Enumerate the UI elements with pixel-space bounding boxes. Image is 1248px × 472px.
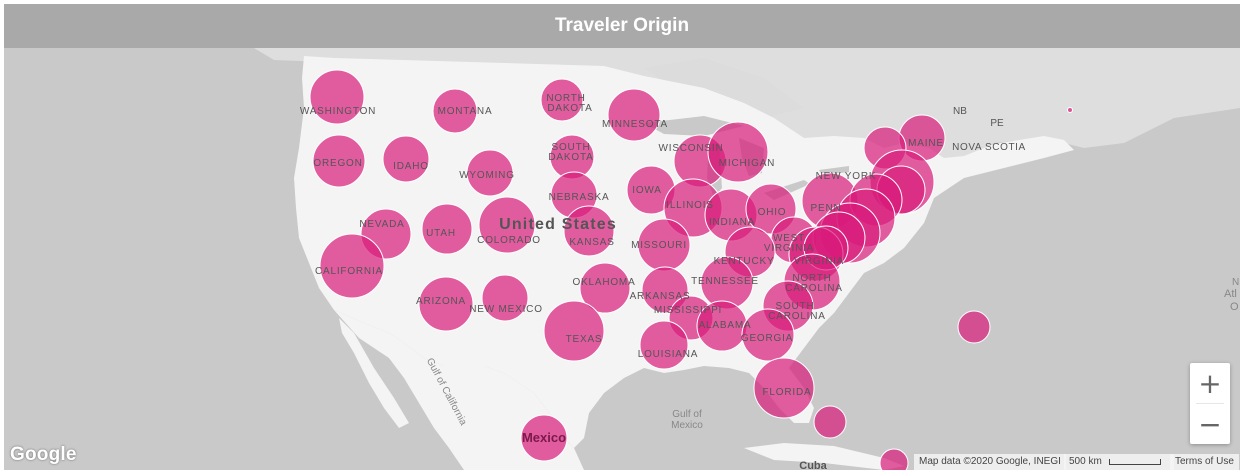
label-west: WEST — [773, 233, 805, 244]
label-michigan: MICHIGAN — [719, 158, 775, 169]
bubble-idaho[interactable] — [382, 135, 430, 183]
label-wisconsin: WISCONSIN — [659, 143, 724, 154]
map-svg: WASHINGTON MONTANA NORTH DAKOTA MINNESOT… — [4, 48, 1240, 470]
bubble-north-dakota[interactable] — [540, 78, 584, 122]
bubble-louisiana[interactable] — [639, 320, 689, 370]
label-florida: FLORIDA — [763, 387, 812, 398]
label-indiana: INDIANA — [709, 217, 755, 228]
traveler-bubbles — [309, 69, 1073, 470]
label-nb: NB — [953, 106, 967, 117]
scale-bar-line — [1109, 459, 1161, 465]
baja-land — [339, 318, 409, 428]
label-arizona: ARIZONA — [416, 296, 466, 307]
label-minnesota: MINNESOTA — [602, 119, 668, 130]
bubble-arizona[interactable] — [418, 276, 474, 332]
bubble-newfoundland[interactable] — [1067, 107, 1073, 113]
bubble-new-mexico[interactable] — [481, 274, 529, 322]
bubble-michigan[interactable] — [707, 121, 769, 183]
label-atlantic-1: N — [1232, 277, 1239, 288]
bubble-colorado[interactable] — [478, 196, 536, 254]
label-missouri: MISSOURI — [631, 240, 687, 251]
label-virginia: VIRGINIA — [794, 256, 844, 267]
label-wyoming: WYOMING — [459, 170, 515, 181]
label-carolina2: CAROLINA — [768, 311, 826, 322]
label-illinois: ILLINOIS — [666, 200, 714, 211]
label-arkansas: ARKANSAS — [630, 291, 691, 302]
label-gulf-mexico-1: Gulf of — [672, 409, 702, 420]
label-maine: MAINE — [908, 138, 944, 149]
label-new-mexico: NEW MEXICO — [469, 304, 543, 315]
label-dakota2: DAKOTA — [548, 152, 593, 163]
scale-label: 500 km — [1069, 456, 1102, 467]
label-dakota: DAKOTA — [547, 103, 592, 114]
label-country: United States — [499, 216, 617, 233]
label-louisiana: LOUISIANA — [638, 349, 699, 360]
bubble-mexico[interactable] — [520, 414, 568, 462]
label-nova-scotia: NOVA SCOTIA — [952, 142, 1026, 153]
zoom-divider — [1196, 403, 1224, 404]
map-panel: Traveler Origin — [4, 4, 1240, 470]
bubble-texas[interactable] — [543, 300, 605, 362]
scale-bar[interactable]: 500 km — [1064, 454, 1174, 470]
label-tennessee: TENNESSEE — [691, 276, 759, 287]
label-kentucky: KENTUCKY — [714, 256, 775, 267]
label-oklahoma: OKLAHOMA — [572, 277, 635, 288]
label-oregon: OREGON — [313, 158, 362, 169]
label-iowa: IOWA — [632, 185, 662, 196]
label-colorado: COLORADO — [477, 235, 541, 246]
map-canvas[interactable]: WASHINGTON MONTANA NORTH DAKOTA MINNESOT… — [4, 48, 1240, 470]
bubble-washington[interactable] — [309, 69, 365, 125]
bubble-bermuda[interactable] — [957, 310, 991, 344]
label-cuba: Cuba — [799, 460, 827, 470]
label-alabama: ALABAMA — [699, 320, 752, 331]
bubble-wyoming[interactable] — [466, 149, 514, 197]
bubble-caribbean[interactable] — [879, 448, 909, 470]
label-mississippi: MISSISSIPPI — [654, 305, 722, 316]
bubble-florida[interactable] — [753, 357, 815, 419]
zoom-out-button[interactable]: − — [1198, 407, 1222, 441]
bubble-bahamas[interactable] — [813, 405, 847, 439]
zoom-in-button[interactable]: + — [1198, 366, 1222, 400]
label-idaho: IDAHO — [393, 161, 429, 172]
label-california: CALIFORNIA — [315, 266, 383, 277]
google-logo[interactable]: Google — [10, 444, 77, 465]
bubble-minnesota[interactable] — [607, 88, 661, 142]
label-north: NORTH — [546, 93, 585, 104]
label-pe: PE — [990, 118, 1004, 129]
label-utah: UTAH — [426, 228, 456, 239]
bubble-california[interactable] — [319, 233, 385, 299]
bubble-montana[interactable] — [432, 88, 478, 134]
bubble-kansas[interactable] — [563, 205, 615, 257]
label-north2: NORTH — [792, 273, 831, 284]
label-carolina: CAROLINA — [785, 283, 843, 294]
label-nevada: NEVADA — [359, 219, 404, 230]
label-gulf-mexico-2: Mexico — [671, 420, 703, 431]
bubble-georgia[interactable] — [741, 308, 795, 362]
label-penn: PENN — [811, 203, 842, 214]
label-washington: WASHINGTON — [300, 106, 376, 117]
label-atlantic-3: O — [1230, 301, 1239, 313]
chart-title: Traveler Origin — [4, 4, 1240, 48]
label-ohio: OHIO — [758, 207, 787, 218]
bubble-oregon[interactable] — [312, 134, 366, 188]
label-new-york: NEW YORK — [816, 171, 877, 182]
label-texas: TEXAS — [566, 334, 603, 345]
bubble-utah[interactable] — [421, 203, 473, 255]
label-nebraska: NEBRASKA — [549, 192, 610, 203]
label-south: SOUTH — [552, 142, 591, 153]
label-montana: MONTANA — [438, 106, 493, 117]
cuba-land — [744, 443, 904, 470]
map-data-attribution[interactable]: Map data ©2020 Google, INEGI — [914, 454, 1066, 470]
label-kansas: KANSAS — [569, 237, 614, 248]
label-atlantic-2: Atl — [1224, 288, 1237, 300]
label-mexico: Mexico — [522, 430, 566, 445]
label-south2: SOUTH — [776, 301, 815, 312]
label-virginia-w: VIRGINIA — [764, 243, 814, 254]
mexico-land — [334, 310, 584, 470]
canada-detail — [644, 58, 804, 118]
terms-of-use-link[interactable]: Terms of Use — [1170, 454, 1239, 470]
zoom-control: + − — [1190, 363, 1230, 444]
label-georgia: GEORGIA — [741, 333, 793, 344]
bubble-oklahoma[interactable] — [579, 262, 631, 314]
